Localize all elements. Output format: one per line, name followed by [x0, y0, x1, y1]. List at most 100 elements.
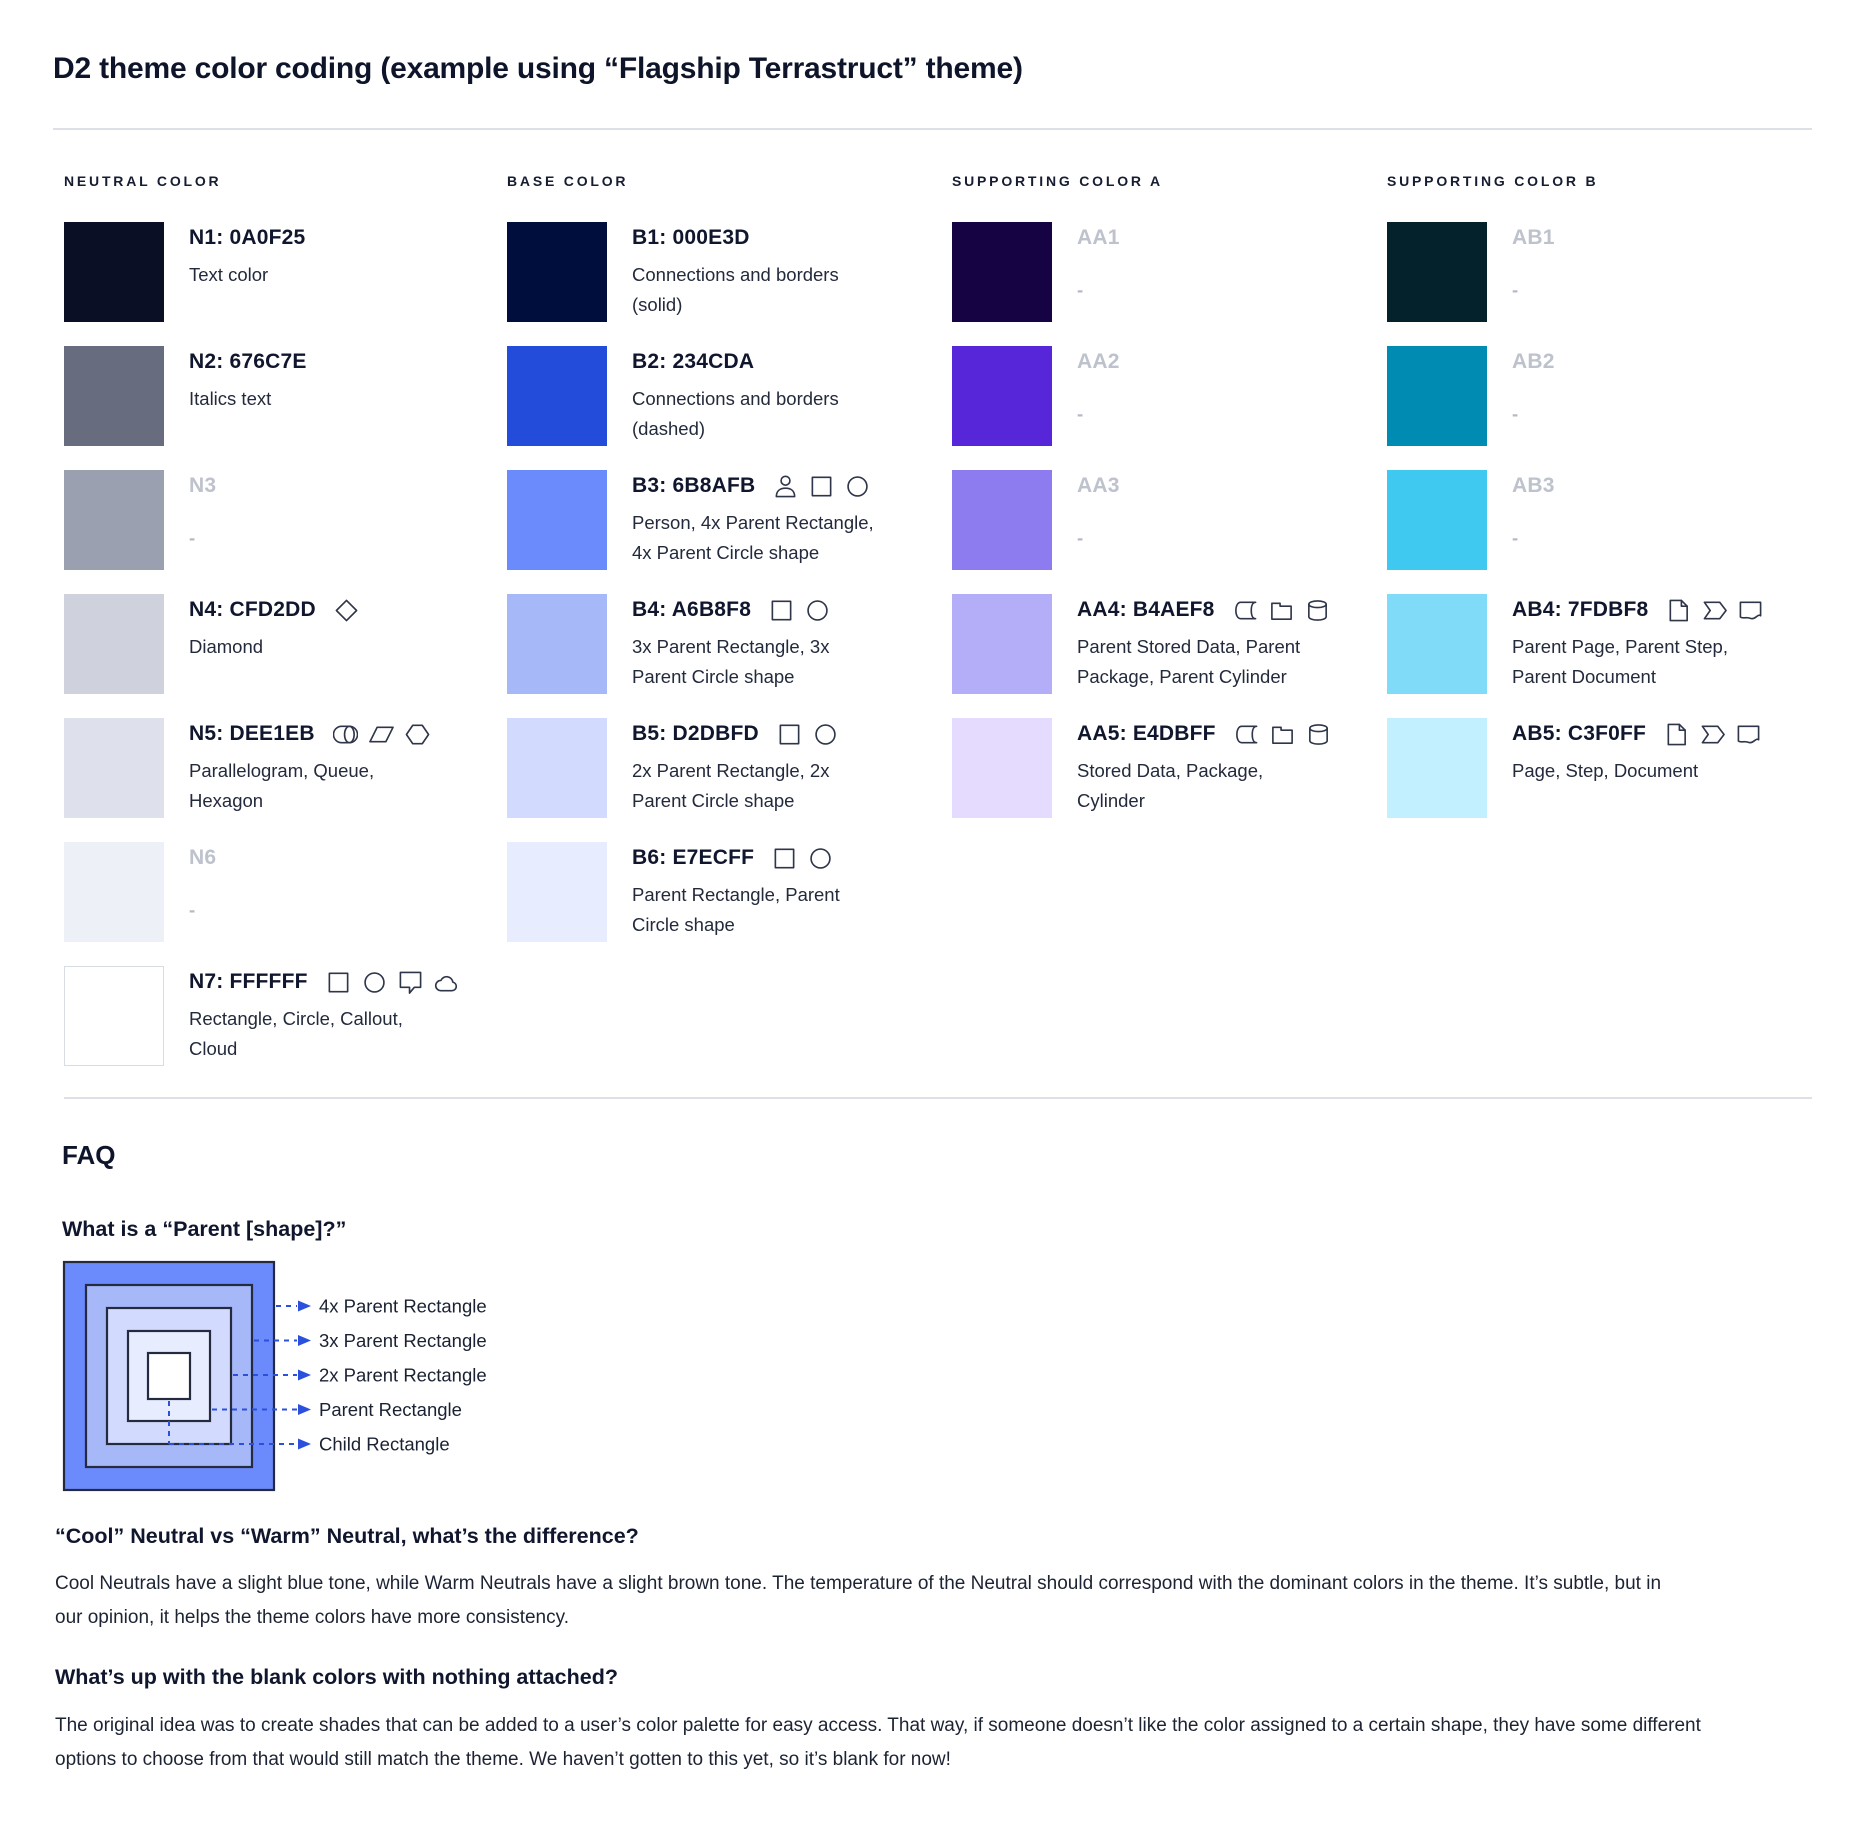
color-code-label: N2: 676C7E	[189, 350, 307, 373]
color-code-label: AB4: 7FDBF8	[1512, 598, 1649, 621]
faq-answer-blank-colors: The original idea was to create shades t…	[55, 1715, 1701, 1770]
color-palette: NEUTRAL COLOR N1: 0A0F25 Text color N2: 676…	[64, 173, 1854, 1093]
palette-row: AA1 -	[952, 222, 1372, 322]
faq-question-cool-vs-warm: “Cool” Neutral vs “Warm” Neutral, what’s…	[55, 1524, 639, 1548]
queue-icon	[332, 725, 358, 743]
palette-row: N1: 0A0F25 Text color	[64, 222, 484, 322]
color-description: Rectangle, Circle, Callout, Cloud	[189, 1008, 403, 1059]
color-code-label: AB5: C3F0FF	[1512, 722, 1647, 745]
rectangle-icon	[328, 972, 349, 992]
page-title: D2 theme color coding (example using “Fl…	[53, 52, 1023, 85]
diagram-rect-layer-4	[146, 1351, 192, 1401]
stored-data-icon	[1235, 725, 1258, 743]
color-description: Parent Rectangle, Parent Circle shape	[632, 884, 840, 935]
palette-row: N5: DEE1EB Parallelogram, Queue, Hexagon	[64, 718, 484, 818]
color-label-row: B6: E7ECFF	[632, 845, 927, 871]
color-label-row: B4: A6B8F8	[632, 597, 927, 623]
color-swatch	[1387, 470, 1487, 570]
palette-row: B2: 234CDA Connections and borders (dashe…	[507, 346, 927, 446]
color-swatch	[952, 346, 1052, 446]
color-code-label: N5: DEE1EB	[189, 722, 315, 745]
color-description: 3x Parent Rectangle, 3x Parent Circle sh…	[632, 636, 830, 687]
color-label-row: B2: 234CDA	[632, 349, 927, 375]
color-code-label: N6	[189, 846, 217, 869]
rectangle-icon	[774, 848, 795, 868]
color-label-row: AB3	[1512, 473, 1807, 499]
color-code-label: AB3	[1512, 474, 1555, 497]
color-label-row: N4: CFD2DD	[189, 597, 484, 623]
color-swatch	[952, 470, 1052, 570]
parent-shape-diagram: 4x Parent Rectangle 3x Parent Rectangle 2x…	[62, 1260, 622, 1500]
color-swatch	[952, 718, 1052, 818]
diamond-icon	[335, 599, 358, 621]
column-header: BASE COLOR	[507, 173, 629, 189]
color-description: -	[1077, 279, 1084, 300]
rectangle-icon	[771, 600, 792, 620]
color-code-label: N3	[189, 474, 217, 497]
color-swatch	[507, 222, 607, 322]
color-label-row: AA5: E4DBFF	[1077, 721, 1372, 747]
package-icon	[1271, 725, 1293, 744]
column-header: SUPPORTING COLOR A	[952, 173, 1163, 189]
palette-row: AB2 -	[1387, 346, 1807, 446]
color-swatch	[64, 346, 164, 446]
color-swatch	[1387, 346, 1487, 446]
palette-row: AB4: 7FDBF8 Parent Page, Parent Step, Par…	[1387, 594, 1807, 694]
column-header: NEUTRAL COLOR	[64, 173, 222, 189]
column-header: SUPPORTING COLOR B	[1387, 173, 1599, 189]
color-description: Page, Step, Document	[1512, 760, 1699, 781]
palette-row: B3: 6B8AFB Person, 4x Parent Rectangle, 4…	[507, 470, 927, 570]
color-swatch	[64, 966, 164, 1066]
color-label-row: AB2	[1512, 349, 1807, 375]
color-code-label: AA2	[1077, 350, 1120, 373]
palette-row: AB3 -	[1387, 470, 1807, 570]
color-label-row: B5: D2DBFD	[632, 721, 927, 747]
palette-row: B5: D2DBFD 2x Parent Rectangle, 2x Parent…	[507, 718, 927, 818]
color-swatch	[952, 222, 1052, 322]
color-description: -	[189, 527, 196, 548]
palette-row: N2: 676C7E Italics text	[64, 346, 484, 446]
person-icon	[775, 474, 796, 497]
palette-row: N3 -	[64, 470, 484, 570]
color-label-row: N3	[189, 473, 484, 499]
color-description: -	[189, 899, 196, 920]
color-description: -	[1077, 403, 1084, 424]
color-swatch	[64, 842, 164, 942]
hexagon-icon	[405, 724, 430, 744]
color-code-label: AA1	[1077, 226, 1120, 249]
color-label-row: N5: DEE1EB	[189, 721, 484, 747]
color-swatch	[507, 470, 607, 570]
color-code-label: B1: 000E3D	[632, 226, 750, 249]
stored-data-icon	[1234, 601, 1256, 619]
arrow-right-icon	[298, 1335, 311, 1346]
page-icon	[1667, 723, 1687, 745]
faq-answer-cool-vs-warm: Cool Neutrals have a slight blue tone, w…	[55, 1573, 1662, 1628]
rectangle-icon	[779, 724, 800, 744]
circle-icon	[807, 599, 828, 621]
palette-row: B4: A6B8F8 3x Parent Rectangle, 3x Parent…	[507, 594, 927, 694]
color-label-row: N1: 0A0F25	[189, 225, 484, 251]
color-description: Connections and borders (dashed)	[632, 388, 839, 439]
color-swatch	[952, 594, 1052, 694]
palette-row: N7: FFFFFF Rectangle, Circle, Callout, Cl…	[64, 966, 484, 1066]
divider	[53, 128, 1812, 130]
arrow-right-icon	[298, 1300, 311, 1312]
color-description: Stored Data, Package, Cylinder	[1077, 760, 1264, 811]
rectangle-icon	[811, 476, 832, 496]
document-icon	[1739, 601, 1762, 620]
faq-title: FAQ	[62, 1140, 116, 1170]
palette-row: AB1 -	[1387, 222, 1807, 322]
color-swatch	[1387, 718, 1487, 818]
diagram-label: 3x Parent Rectangle	[319, 1330, 487, 1351]
color-description: Italics text	[189, 388, 272, 409]
diagram-label: Parent Rectangle	[319, 1399, 462, 1420]
color-description: -	[1077, 527, 1084, 548]
color-label-row: B1: 000E3D	[632, 225, 927, 251]
page-icon	[1669, 599, 1689, 621]
color-code-label: B6: E7ECFF	[632, 846, 755, 869]
color-swatch	[1387, 594, 1487, 694]
palette-row: AA3 -	[952, 470, 1372, 570]
diagram-label: Child Rectangle	[319, 1434, 450, 1455]
color-swatch	[1387, 222, 1487, 322]
palette-row: N4: CFD2DD Diamond	[64, 594, 484, 694]
